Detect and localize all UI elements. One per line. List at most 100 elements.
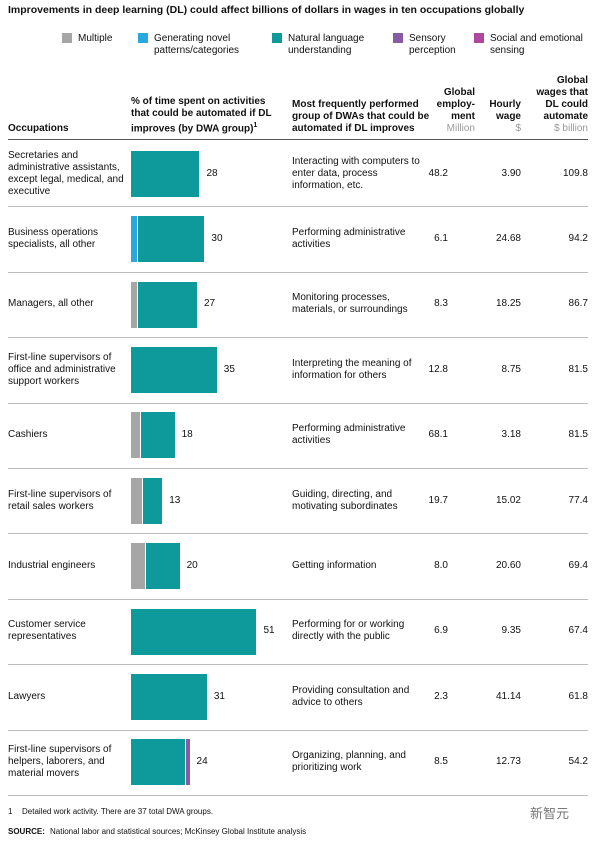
occupation: Cashiers — [8, 429, 48, 441]
numeric-cell: 81.5 — [568, 429, 588, 441]
numeric-cell: 109.8 — [562, 167, 588, 179]
numeric-cell: 77.4 — [568, 494, 588, 506]
header-label: Global wages that DL could automate — [536, 75, 588, 122]
occupation: First-line supervisors of office and adm… — [8, 351, 116, 387]
activity: Performing administrative activities — [292, 227, 406, 251]
bar-segment — [131, 150, 201, 197]
header-label: Most frequently performed group of DWAs … — [292, 99, 430, 134]
row-rule — [8, 337, 588, 339]
bar-total: 27 — [203, 298, 216, 310]
bar-segment — [131, 477, 144, 524]
numeric-cell: 8.3 — [434, 298, 448, 310]
legend-label: Social and emotional sensing — [490, 33, 583, 56]
numeric-cell: 86.7 — [568, 298, 588, 310]
numeric-cell: 3.18 — [501, 429, 521, 441]
occupation: Lawyers — [8, 690, 46, 702]
source-label: SOURCE: — [8, 827, 45, 836]
bar-segment — [131, 281, 139, 328]
footnote: Detailed work activity. There are 37 tot… — [22, 807, 214, 816]
bar-segment — [138, 216, 206, 263]
activity: Guiding, directing, and motivating subor… — [292, 488, 398, 512]
header-label: % of time spent on activities that could… — [131, 95, 272, 134]
header-label: Occupations — [8, 123, 69, 134]
numeric-cell: 3.90 — [501, 167, 521, 179]
header-unit: $ billion — [554, 123, 588, 134]
numeric-cell: 67.4 — [568, 625, 588, 637]
bar-segment — [131, 346, 218, 393]
bar-total: 51 — [263, 625, 275, 637]
bar-segment — [131, 216, 139, 263]
bar-total: 28 — [206, 167, 218, 179]
bar-segment — [138, 281, 198, 328]
numeric-cell: 41.14 — [495, 690, 521, 702]
row-rule — [8, 795, 588, 796]
numeric-cell: 20.60 — [495, 560, 521, 572]
occupation: Customer service representatives — [8, 619, 86, 643]
legend-swatch — [474, 33, 484, 43]
column-header: Most frequently performed group of DWAs … — [292, 99, 432, 135]
bar-total: 31 — [213, 690, 225, 702]
footnote-marker: 1 — [8, 807, 13, 816]
column-header: Occupations — [8, 123, 123, 135]
bar-segment — [145, 543, 181, 590]
numeric-cell: 2.3 — [434, 690, 448, 702]
legend-swatch — [62, 33, 72, 43]
bar-total: 30 — [211, 233, 223, 245]
header-rule — [8, 139, 588, 140]
occupation: Managers, all other — [8, 298, 94, 310]
activity: Getting information — [292, 560, 377, 572]
row-rule — [8, 533, 588, 535]
row-rule — [8, 271, 588, 273]
activity: Monitoring processes, materials, or surr… — [292, 292, 408, 316]
activity: Providing consultation and advice to oth… — [292, 684, 410, 708]
numeric-cell: 54.2 — [568, 756, 588, 768]
footnote-ref: 1 — [253, 121, 258, 129]
numeric-cell: 61.8 — [568, 690, 588, 702]
legend-swatch — [272, 33, 282, 43]
bar-segment — [131, 412, 141, 459]
column-header: % of time spent on activities that could… — [131, 96, 286, 135]
numeric-cell: 18.25 — [495, 298, 521, 310]
numeric-cell: 15.02 — [495, 494, 521, 506]
legend-label: Generating novel patterns/categories — [154, 33, 240, 56]
numeric-cell: 24.68 — [495, 233, 521, 245]
activity: Performing for or working directly with … — [292, 619, 405, 643]
header-unit: Million — [446, 123, 475, 134]
header-unit: $ — [515, 123, 521, 134]
numeric-cell: 8.5 — [434, 756, 448, 768]
bar-total: 20 — [186, 560, 198, 572]
row-rule — [8, 206, 588, 208]
occupation: First-line supervisors of helpers, labor… — [8, 744, 112, 780]
legend-label: Natural language understanding — [288, 33, 365, 56]
numeric-cell: 9.35 — [501, 625, 521, 637]
numeric-cell: 48.2 — [428, 167, 448, 179]
bar-total: 13 — [169, 494, 181, 506]
legend-swatch — [138, 33, 148, 43]
column-header: Global employ-ment Million — [420, 87, 475, 135]
bar-segment — [143, 477, 164, 524]
numeric-cell: 19.7 — [428, 494, 448, 506]
activity: Organizing, planning, and prioritizing w… — [292, 750, 406, 774]
bar-segment — [140, 412, 176, 459]
numeric-cell: 81.5 — [568, 363, 588, 375]
legend-label: Sensory perception — [409, 33, 456, 56]
bar-total: 35 — [223, 363, 235, 375]
activity: Performing administrative activities — [292, 423, 406, 447]
header-label: Global employ-ment — [436, 87, 475, 122]
row-rule — [8, 598, 588, 600]
bar-total: 18 — [181, 429, 193, 441]
bar-total: 24 — [196, 756, 208, 768]
column-header: Global wages that DL could automate $ bil… — [530, 75, 588, 135]
row-rule — [8, 729, 588, 731]
legend-swatch — [393, 33, 403, 43]
row-rule — [8, 402, 588, 404]
bar-segment — [185, 739, 191, 786]
title: Improvements in deep learning (DL) could… — [8, 4, 525, 16]
numeric-cell: 68.1 — [428, 429, 448, 441]
watermark: 新智元 — [530, 806, 570, 821]
bar-segment — [131, 543, 146, 590]
bar-segment — [131, 608, 258, 655]
occupation: First-line supervisors of retail sales w… — [8, 488, 112, 512]
numeric-cell: 6.1 — [434, 233, 448, 245]
